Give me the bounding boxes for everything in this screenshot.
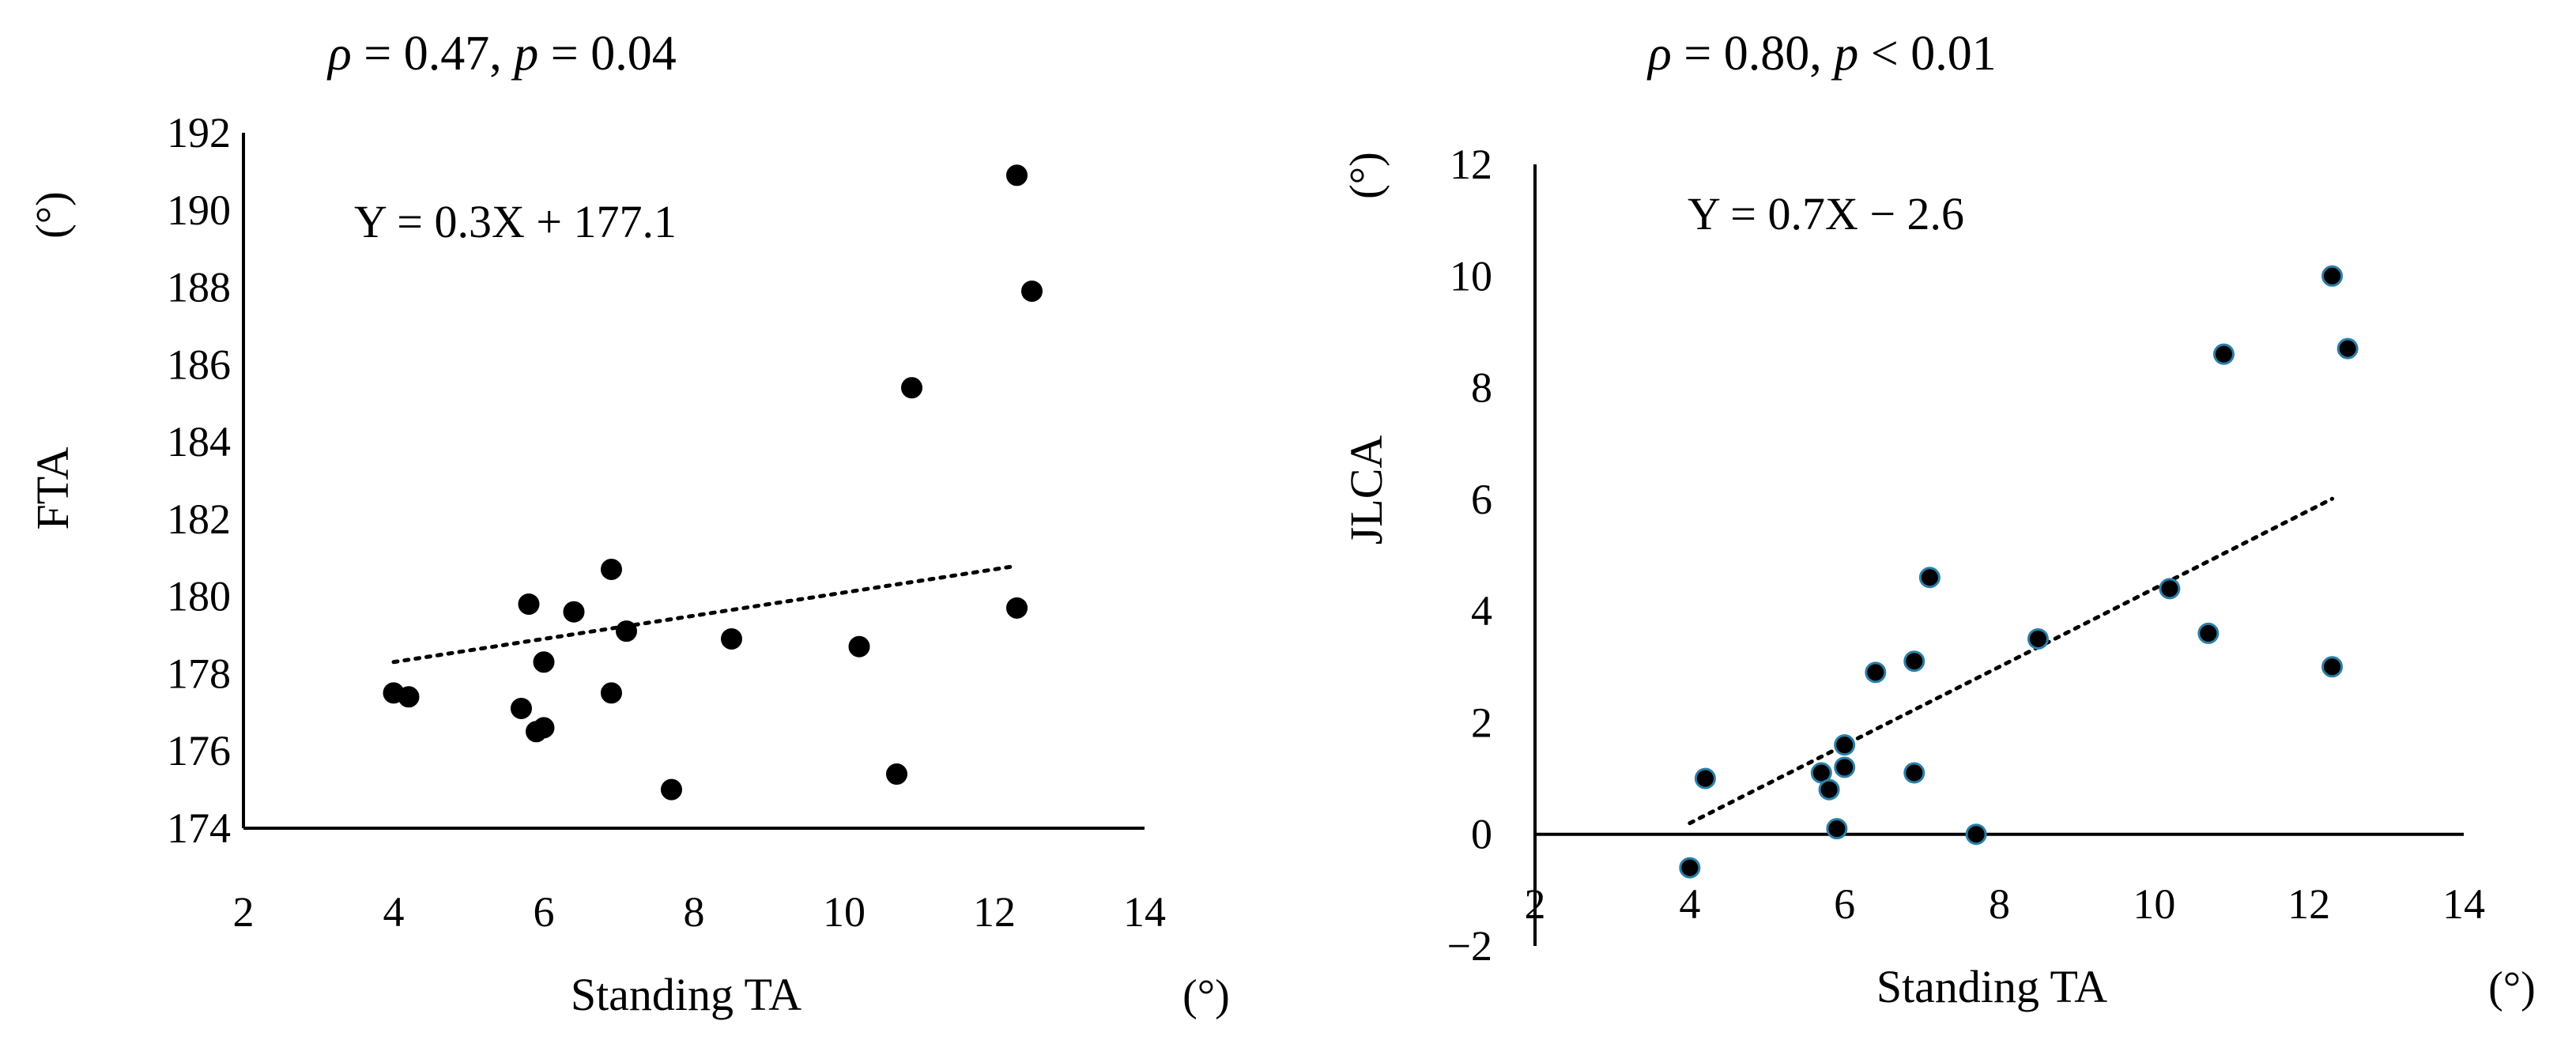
data-point: [398, 686, 420, 708]
rho-symbol: ρ: [1646, 27, 1672, 81]
data-point: [1006, 164, 1028, 187]
rho-value: = 0.47,: [352, 27, 514, 81]
data-point: [1818, 778, 1840, 801]
data-point: [2212, 343, 2235, 365]
data-point: [2027, 627, 2049, 650]
y-tick-label: 6: [1471, 476, 1492, 523]
y-axis-unit: (°): [28, 191, 77, 239]
data-point: [1679, 857, 1701, 879]
data-point: [1834, 756, 1856, 778]
x-tick-label: 10: [2133, 880, 2175, 928]
data-point: [1826, 818, 1848, 840]
data-point: [533, 717, 555, 739]
data-points: [1679, 265, 2359, 879]
y-tick-label: 2: [1471, 699, 1492, 746]
x-tick-label: 14: [2442, 880, 2485, 928]
data-point: [1903, 762, 1925, 784]
y-axis-title: JLCA: [1341, 435, 1392, 545]
y-tick-label: 178: [167, 650, 231, 697]
x-tick-label: 12: [973, 888, 1016, 936]
stat-annotation: ρ = 0.80, p < 0.01: [1646, 27, 1997, 81]
p-symbol: p: [511, 27, 538, 81]
y-tick-label: 180: [167, 573, 231, 620]
data-point: [1965, 823, 1987, 846]
data-point: [2337, 337, 2359, 360]
data-point: [1865, 661, 1887, 684]
regression-equation: Y = 0.3X + 177.1: [354, 196, 677, 247]
data-point: [848, 635, 870, 657]
data-point: [1918, 567, 1940, 589]
data-point: [901, 377, 922, 399]
y-tick-label: 174: [167, 804, 231, 852]
y-tick-labels: 174 176 178 180 182 184 186 188 190 192: [167, 109, 231, 852]
p-symbol: p: [1831, 27, 1858, 81]
data-point: [601, 682, 622, 704]
data-point: [563, 601, 585, 623]
y-tick-labels: −2 0 2 4 6 8 10 12: [1447, 141, 1492, 970]
x-axis-unit: (°): [1182, 971, 1230, 1020]
stat-annotation: ρ = 0.47, p = 0.04: [326, 27, 677, 81]
p-value: = 0.04: [538, 27, 676, 81]
y-tick-label: 12: [1450, 141, 1492, 188]
rho-value: = 0.80,: [1672, 27, 1834, 81]
x-tick-labels: 2 4 6 8 10 12 14: [233, 888, 1167, 936]
y-axis-unit: (°): [1341, 152, 1390, 199]
y-tick-label: 0: [1471, 811, 1492, 858]
jlca-chart: ρ = 0.80, p < 0.01 Y = 0.7X − 2.6 JLCA (…: [1341, 27, 2536, 1012]
data-point: [2197, 622, 2220, 644]
y-axis-title: FTA: [27, 446, 78, 529]
y-tick-label: 10: [1450, 252, 1492, 300]
data-point: [2159, 578, 2181, 600]
rho-symbol: ρ: [326, 27, 352, 81]
x-tick-label: 4: [1679, 880, 1700, 928]
y-tick-label: −2: [1447, 922, 1492, 970]
x-axis-title: Standing TA: [571, 969, 801, 1020]
data-point: [518, 593, 540, 615]
x-tick-label: 12: [2287, 880, 2330, 928]
data-point: [616, 620, 637, 642]
y-tick-label: 190: [167, 187, 231, 234]
data-point: [886, 763, 907, 786]
y-tick-label: 176: [167, 727, 231, 774]
x-tick-label: 8: [1989, 880, 2010, 928]
y-tick-label: 186: [167, 341, 231, 388]
x-tick-label: 4: [383, 888, 405, 936]
regression-equation: Y = 0.7X − 2.6: [1688, 188, 1964, 239]
x-tick-label: 6: [534, 888, 555, 936]
data-point: [533, 651, 555, 673]
x-tick-label: 2: [233, 888, 255, 936]
trendline: [1688, 496, 2335, 826]
x-tick-label: 6: [1834, 880, 1855, 928]
y-tick-label: 184: [167, 418, 231, 465]
data-point: [1834, 734, 1856, 756]
x-tick-label: 10: [823, 888, 866, 936]
p-value: < 0.01: [1858, 27, 1996, 81]
trendline: [391, 563, 1019, 665]
data-point: [1006, 597, 1028, 619]
x-tick-label: 14: [1123, 888, 1166, 936]
y-tick-label: 188: [167, 264, 231, 311]
data-point: [661, 778, 682, 801]
data-points: [383, 164, 1043, 801]
data-point: [601, 558, 622, 580]
y-tick-label: 8: [1471, 364, 1492, 412]
data-point: [2321, 265, 2344, 287]
y-tick-label: 4: [1471, 587, 1492, 635]
y-tick-label: 192: [167, 109, 231, 156]
x-axis-title: Standing TA: [1876, 961, 2107, 1012]
data-point: [2321, 656, 2344, 678]
x-tick-label: 8: [684, 888, 705, 936]
data-point: [1694, 767, 1716, 789]
fta-chart: ρ = 0.47, p = 0.04 Y = 0.3X + 177.1 FTA …: [27, 27, 1230, 1020]
x-axis-unit: (°): [2488, 963, 2536, 1012]
data-point: [721, 627, 742, 650]
data-point: [1021, 280, 1043, 302]
y-tick-label: 182: [167, 495, 231, 543]
data-point: [1903, 650, 1925, 673]
data-point: [511, 697, 532, 719]
